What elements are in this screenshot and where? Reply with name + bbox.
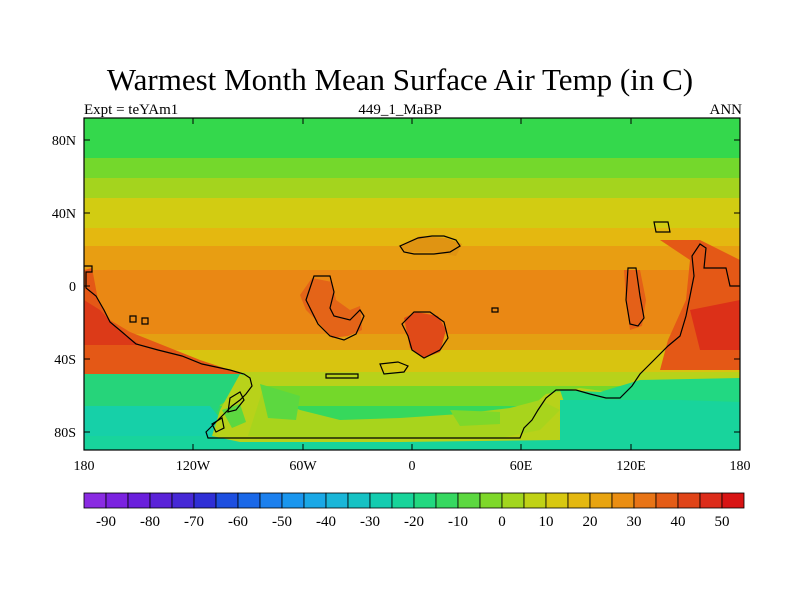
land-outlines <box>84 221 740 439</box>
colorbar-box <box>501 492 525 509</box>
colorbar-box <box>105 492 129 509</box>
colorbar-box <box>171 492 195 509</box>
colorbar-box <box>369 492 393 509</box>
lon-label-120e: 120E <box>616 459 646 474</box>
colorbar-tick-label: 30 <box>627 514 642 530</box>
colorbar-tick-label: -50 <box>272 514 292 530</box>
lon-label-180e: 180 <box>730 459 751 474</box>
colorbar-box <box>237 492 261 509</box>
colorbar-box <box>545 492 569 509</box>
colorbar-tick-label: -20 <box>404 514 424 530</box>
colorbar-tick-label: -90 <box>96 514 116 530</box>
season-label: ANN <box>709 102 743 118</box>
lat-label-40n: 40N <box>52 207 76 222</box>
colorbar-tick-label: -60 <box>228 514 248 530</box>
colorbar-box <box>721 492 745 509</box>
colorbar-box <box>699 492 723 509</box>
colorbar-tick-label: -80 <box>140 514 160 530</box>
colorbar-box <box>149 492 173 509</box>
latitude-labels: 80N 40N 0 40S 80S <box>52 134 76 441</box>
axis-ticks <box>84 118 740 450</box>
lon-label-0: 0 <box>409 459 416 474</box>
lat-label-0: 0 <box>69 280 76 295</box>
time-label: 449_1_MaBP <box>358 102 442 118</box>
colorbar-box <box>655 492 679 509</box>
colorbar-box <box>413 492 437 509</box>
colorbar-box <box>193 492 217 509</box>
colorbar-box <box>391 492 415 509</box>
lon-label-120w: 120W <box>176 459 211 474</box>
colorbar-box <box>611 492 635 509</box>
lat-label-80n: 80N <box>52 134 76 149</box>
colorbar-tick-label: -10 <box>448 514 468 530</box>
colorbar-box <box>479 492 503 509</box>
colorbar-box <box>303 492 327 509</box>
colorbar-box <box>457 492 481 509</box>
colorbar-box <box>325 492 349 509</box>
colorbar-tick-label: 0 <box>498 514 506 530</box>
colorbar-box <box>347 492 371 509</box>
lon-label-180w: 180 <box>74 459 95 474</box>
colorbar-box <box>435 492 459 509</box>
lat-label-80s: 80S <box>54 426 76 441</box>
lon-label-60w: 60W <box>289 459 317 474</box>
colorbar-tick-label: 10 <box>539 514 554 530</box>
colorbar-box <box>83 492 107 509</box>
colorbar-tick-label: -70 <box>184 514 204 530</box>
colorbar-tick-label: 20 <box>583 514 598 530</box>
colorbar-box <box>281 492 305 509</box>
colorbar-box <box>259 492 283 509</box>
colorbar-box <box>567 492 591 509</box>
colorbar-box <box>589 492 613 509</box>
colorbar-box <box>677 492 701 509</box>
colorbar-tick-label: 40 <box>671 514 686 530</box>
colorbar-box <box>215 492 239 509</box>
colorbar <box>83 492 745 509</box>
lon-label-60e: 60E <box>510 459 533 474</box>
colorbar-tick-label: -40 <box>316 514 336 530</box>
colorbar-tick-label: -30 <box>360 514 380 530</box>
experiment-label: Expt = teYAm1 <box>84 102 179 118</box>
colorbar-box <box>633 492 657 509</box>
colorbar-labels: -90 -80 -70 -60 -50 -40 -30 -20 -10 0 10 20 30 40 50 <box>96 514 730 530</box>
colorbar-tick-label: 50 <box>715 514 730 530</box>
map-title: Warmest Month Mean Surface Air Temp (in … <box>106 62 694 97</box>
colorbar-box <box>127 492 151 509</box>
colorbar-box <box>523 492 547 509</box>
lat-label-40s: 40S <box>54 353 76 368</box>
longitude-labels: 180 120W 60W 0 60E 120E 180 <box>74 459 751 474</box>
temperature-field <box>84 118 740 450</box>
